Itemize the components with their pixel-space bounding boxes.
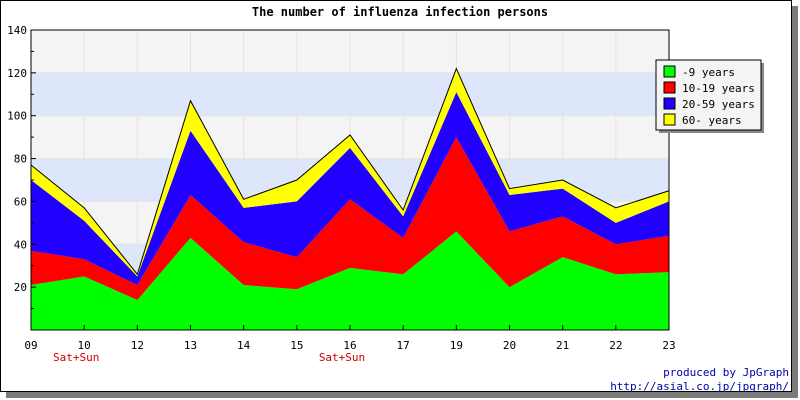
legend-swatch xyxy=(663,81,676,94)
x-tick-label: 21 xyxy=(556,339,569,352)
x-tick-label: 15 xyxy=(290,339,303,352)
x-tick-label: 10 xyxy=(78,339,91,352)
x-tick-label: 12 xyxy=(131,339,144,352)
y-tick-label: 140 xyxy=(7,24,27,37)
x-tick-label: 23 xyxy=(662,339,675,352)
legend-swatch xyxy=(663,97,676,110)
legend-swatch xyxy=(663,113,676,126)
frame-shadow-bottom xyxy=(6,392,798,398)
x-tick-label: 19 xyxy=(450,339,463,352)
x-annotation: Sat+Sun xyxy=(53,351,99,364)
y-tick-label: 40 xyxy=(14,238,27,251)
total-outline xyxy=(30,67,670,276)
y-tick-label: 20 xyxy=(14,281,27,294)
area-series-4 xyxy=(31,68,669,277)
x-tick-label: 09 xyxy=(24,339,37,352)
x-tick-label: 20 xyxy=(503,339,516,352)
x-tick-label: 13 xyxy=(184,339,197,352)
y-tick-label: 100 xyxy=(7,110,27,123)
x-tick-label: 22 xyxy=(609,339,622,352)
x-tick-label: 14 xyxy=(237,339,251,352)
area-series-3 xyxy=(31,92,669,286)
y-tick-label: 80 xyxy=(14,153,27,166)
y-tick-label: 60 xyxy=(14,195,27,208)
y-tick-label: 120 xyxy=(7,67,27,80)
x-tick-label: 16 xyxy=(343,339,356,352)
legend-label: 60- years xyxy=(682,114,742,127)
area-series-1 xyxy=(31,231,669,330)
credit-link[interactable]: http://asial.co.jp/jpgraph/ xyxy=(610,380,789,393)
legend-label: 10-19 years xyxy=(682,82,755,95)
credit-line-1: produced by JpGraph xyxy=(663,366,789,379)
plot-axes: 20 40 60 80 100 120 140 09 10 12 13 14 15 16 17 19 20 21 2… xyxy=(7,24,676,364)
x-annotation: Sat+Sun xyxy=(319,351,365,364)
legend: -9 years 10-19 years 20-59 years 60- years xyxy=(655,59,764,133)
area-series-2 xyxy=(31,137,669,300)
frame-shadow-right xyxy=(792,6,798,398)
legend-label: 20-59 years xyxy=(682,98,755,111)
legend-swatch xyxy=(663,65,676,78)
x-tick-label: 17 xyxy=(397,339,410,352)
chart-title: The number of influenza infection person… xyxy=(252,5,548,19)
legend-label: -9 years xyxy=(682,66,735,79)
stacked-areas xyxy=(30,67,670,330)
